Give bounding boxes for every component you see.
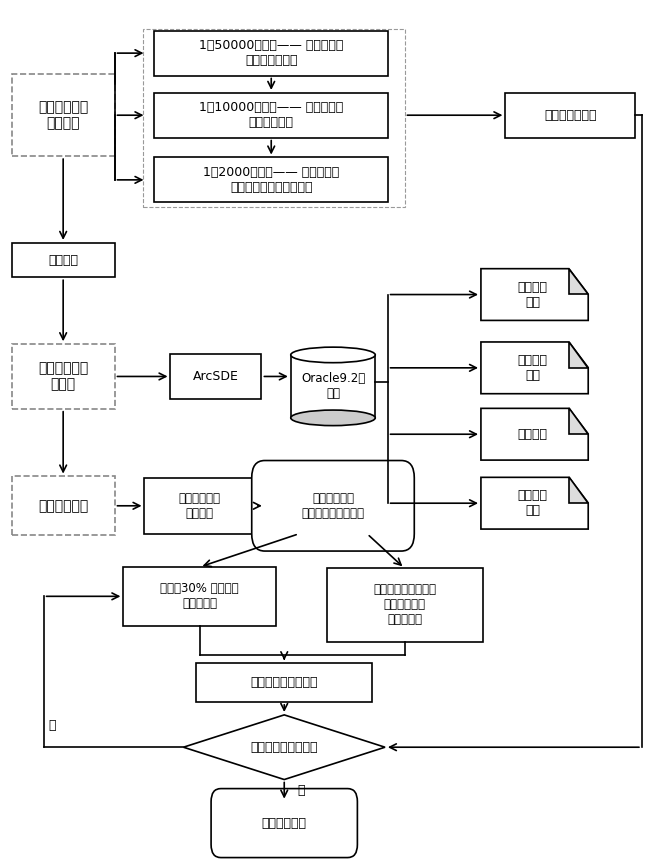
FancyBboxPatch shape	[291, 355, 375, 418]
Text: 危险度是否满足要求: 危险度是否满足要求	[251, 740, 318, 753]
FancyBboxPatch shape	[326, 568, 483, 642]
Text: 参数初始化，
计算初始种群适应度: 参数初始化， 计算初始种群适应度	[302, 492, 364, 520]
Text: 建立地理信息
数据库: 建立地理信息 数据库	[38, 362, 88, 392]
Text: 现状地形
数据: 现状地形 数据	[518, 280, 548, 309]
FancyBboxPatch shape	[197, 663, 372, 702]
Text: ArcSDE: ArcSDE	[193, 370, 239, 383]
FancyBboxPatch shape	[211, 789, 357, 857]
FancyBboxPatch shape	[251, 460, 414, 551]
Text: 地质灾害
数据: 地质灾害 数据	[518, 354, 548, 381]
Text: 保留前30% 精英个体
加入下一代: 保留前30% 精英个体 加入下一代	[161, 582, 239, 611]
Text: 迭代优化运算: 迭代优化运算	[38, 499, 88, 513]
Text: 数据入库: 数据入库	[48, 253, 78, 266]
Text: 1：2000地形图—— 多年冻土区
详细地质及已有工程分布: 1：2000地形图—— 多年冻土区 详细地质及已有工程分布	[203, 166, 340, 194]
PathPatch shape	[569, 269, 588, 294]
Text: 正射影像
数据: 正射影像 数据	[518, 490, 548, 517]
Text: 建立公路路线
平面模型: 建立公路路线 平面模型	[179, 492, 221, 520]
Text: 是: 是	[297, 784, 305, 797]
FancyBboxPatch shape	[170, 354, 261, 399]
Text: 筛选公路线位
布设区域: 筛选公路线位 布设区域	[38, 100, 88, 131]
Ellipse shape	[291, 347, 375, 362]
PathPatch shape	[569, 342, 588, 368]
Text: 粒子群优化剩余部分
最佳位置个体
加入下一代: 粒子群优化剩余部分 最佳位置个体 加入下一代	[373, 584, 436, 626]
FancyBboxPatch shape	[154, 157, 389, 202]
Text: Oracle9.2数
据库: Oracle9.2数 据库	[301, 372, 365, 400]
PathPatch shape	[569, 408, 588, 434]
FancyBboxPatch shape	[144, 477, 255, 534]
PathPatch shape	[481, 269, 588, 320]
Text: 1：10000地形图—— 多年冻土区
地质灾害分布: 1：10000地形图—— 多年冻土区 地质灾害分布	[199, 101, 343, 129]
Text: 重新计算个体适应度: 重新计算个体适应度	[251, 676, 318, 689]
FancyBboxPatch shape	[12, 243, 114, 278]
Ellipse shape	[291, 410, 375, 426]
Text: 1：50000地形图—— 多年冻土区
各地质类型分布: 1：50000地形图—— 多年冻土区 各地质类型分布	[199, 39, 343, 67]
Polygon shape	[183, 714, 385, 779]
PathPatch shape	[481, 342, 588, 394]
Text: 规划数据: 规划数据	[518, 427, 548, 441]
Text: 建立危险度模型: 建立危险度模型	[544, 109, 597, 122]
PathPatch shape	[569, 477, 588, 503]
PathPatch shape	[481, 477, 588, 529]
PathPatch shape	[481, 408, 588, 460]
Text: 否: 否	[49, 719, 56, 732]
FancyBboxPatch shape	[505, 93, 635, 138]
FancyBboxPatch shape	[123, 567, 276, 625]
Text: 公路线位输出: 公路线位输出	[262, 817, 307, 830]
FancyBboxPatch shape	[154, 93, 389, 138]
FancyBboxPatch shape	[154, 30, 389, 75]
